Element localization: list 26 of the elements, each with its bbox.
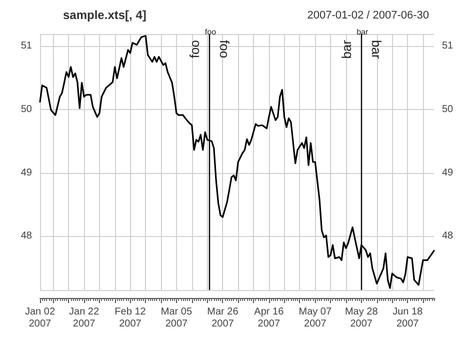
y-tick-label: 48 xyxy=(20,230,32,242)
x-tick-label: Mar 26 2007 xyxy=(207,306,239,330)
text: foo xyxy=(186,40,202,58)
y2-tick-label: 50 xyxy=(442,104,454,115)
x-tick-label: May 28 2007 xyxy=(344,306,378,330)
chart-subtitle: 2007-01-02 / 2007-06-30 xyxy=(307,10,430,22)
ref-line-label: foo xyxy=(204,28,217,36)
x-tick-label: May 07 2007 xyxy=(298,306,332,330)
ref-line-label: bar xyxy=(356,28,368,36)
line-series xyxy=(39,35,435,289)
x-tick-label: Apr 16 2007 xyxy=(254,306,284,330)
x-tick-label: Jan 02 2007 xyxy=(24,306,56,330)
x-tick-label: Mar 05 2007 xyxy=(160,306,192,330)
y2-tick-label: 49 xyxy=(442,167,454,178)
x-tick-label: Feb 12 2007 xyxy=(114,306,146,330)
text: bar xyxy=(338,40,354,59)
y-tick-label: 49 xyxy=(20,167,32,178)
chart-title: sample.xts[, 4] xyxy=(63,8,146,22)
x-tick-label: Jun 18 2007 xyxy=(392,306,424,330)
y-tick-label: 50 xyxy=(20,104,32,115)
text: foo xyxy=(216,40,232,58)
y2-tick-label: 48 xyxy=(442,230,454,242)
y2-tick-label: 51 xyxy=(442,40,454,52)
y-tick-label: 51 xyxy=(20,40,32,52)
text: bar xyxy=(368,40,384,59)
x-tick-label: Jan 22 2007 xyxy=(69,306,100,330)
